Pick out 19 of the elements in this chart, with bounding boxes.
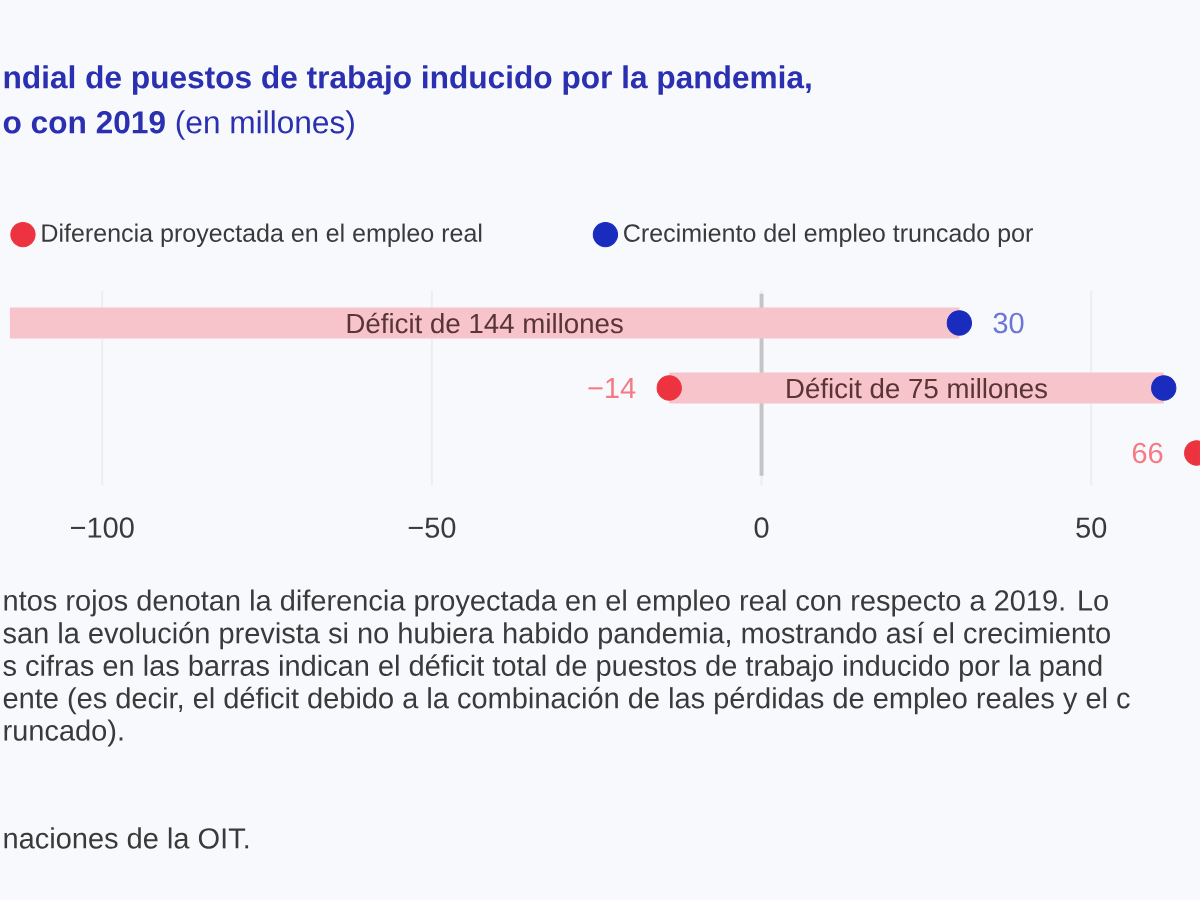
x-tick-label: 0 [754, 517, 769, 538]
text: naciones de la OIT. [4, 827, 249, 849]
text: ente (es decir, el déficit debido a la combinación de las pérdidas de empleo reales y el c [3, 686, 1130, 715]
data-label: −14 [588, 378, 636, 398]
data-label: Déficit de 75 millones [787, 377, 1047, 399]
text: runcado). [4, 719, 123, 747]
chart-subtitle: o con 2019 (en millones) [3, 110, 354, 140]
data-label: 30 [993, 312, 1024, 334]
x-tick-label: 50 [1076, 517, 1107, 538]
x-tick-label: −100 [71, 517, 134, 538]
data-label: Déficit de 144 millones [347, 312, 623, 334]
legend-label: Diferencia proyectada en el empleo real [42, 223, 482, 247]
data-label: 66 [1132, 442, 1163, 464]
text: san la evolución prevista si no hubiera habido pandemia, mostrando así el crecimiento [3, 621, 1110, 650]
text: s cifras en las barras indican el déficit total de puestos de trabajo inducido por la pand [3, 654, 1102, 682]
chart-title: ndial de puestos de trabajo inducido por la pandemia, [4, 65, 811, 95]
x-tick-label: −50 [408, 517, 456, 538]
text: ntos rojos denotan la diferencia proyectada en el empleo real con respecto a 2019. Lo [4, 589, 1108, 617]
legend-label: Crecimiento del empleo truncado por [624, 223, 1033, 247]
